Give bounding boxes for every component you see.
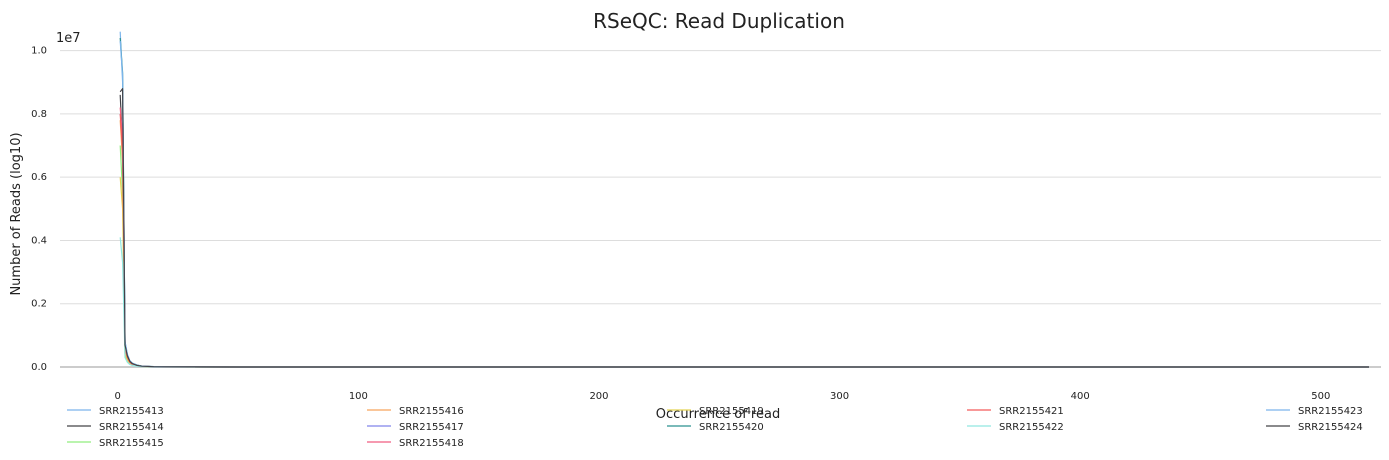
legend-label: SRR2155422 <box>999 422 1064 433</box>
legend-item[interactable]: SRR2155415 <box>67 438 164 449</box>
x-axis-label: Occurrence of read <box>656 407 780 422</box>
x-axis-ticks: 0 100 200 300 400 500 <box>115 391 1331 402</box>
series-line <box>119 120 1369 368</box>
legend-item[interactable]: SRR2155420 <box>667 422 764 433</box>
y-tick-label: 0.6 <box>31 172 47 183</box>
legend-label: SRR2155413 <box>99 406 164 417</box>
y-tick-label: 1.0 <box>31 46 47 57</box>
legend-item[interactable]: SRR2155422 <box>967 422 1064 433</box>
legend-item[interactable]: SRR2155414 <box>67 422 164 433</box>
series-line <box>119 107 1369 368</box>
legend-item[interactable]: SRR2155421 <box>967 406 1064 417</box>
series-line <box>119 41 1369 368</box>
legend-item[interactable]: SRR2155419 <box>667 406 764 417</box>
series-line <box>119 94 1369 368</box>
legend-label: SRR2155423 <box>1298 406 1363 417</box>
x-tick-label: 0 <box>115 391 121 402</box>
y-axis-ticks: 0.0 0.2 0.4 0.6 0.8 1.0 <box>31 46 47 373</box>
series-lines <box>119 31 1369 368</box>
legend-label: SRR2155416 <box>399 406 464 417</box>
x-tick-label: 500 <box>1311 391 1330 402</box>
x-tick-label: 400 <box>1071 391 1090 402</box>
legend[interactable]: SRR2155413 SRR2155414 SRR2155415 SRR2155416… <box>67 406 1363 449</box>
y-tick-label: 0.8 <box>31 109 47 120</box>
y-tick-label: 0.4 <box>31 235 47 246</box>
series-line <box>119 177 1369 368</box>
legend-label: SRR2155420 <box>699 422 764 433</box>
legend-label: SRR2155424 <box>1298 422 1363 433</box>
series-line <box>119 237 1369 368</box>
x-tick-label: 200 <box>589 391 608 402</box>
legend-label: SRR2155421 <box>999 406 1064 417</box>
legend-label: SRR2155414 <box>99 422 164 433</box>
y-axis-multiplier: 1e7 <box>56 31 81 46</box>
series-line <box>119 145 1369 368</box>
series-line <box>119 31 1369 368</box>
legend-label: SRR2155417 <box>399 422 464 433</box>
chart-title: RSeQC: Read Duplication <box>593 9 845 33</box>
legend-item[interactable]: SRR2155424 <box>1266 422 1363 433</box>
y-axis-label: Number of Reads (log10) <box>9 132 24 295</box>
y-tick-label: 0.0 <box>31 362 47 373</box>
x-tick-label: 300 <box>830 391 849 402</box>
legend-item[interactable]: SRR2155423 <box>1266 406 1363 417</box>
series-line <box>119 87 1369 368</box>
legend-item[interactable]: SRR2155413 <box>67 406 164 417</box>
gridlines <box>60 50 1381 305</box>
legend-item[interactable]: SRR2155416 <box>367 406 464 417</box>
series-line <box>119 37 1369 368</box>
legend-label: SRR2155415 <box>99 438 164 449</box>
y-tick-label: 0.2 <box>31 299 47 310</box>
x-tick-label: 100 <box>349 391 368 402</box>
legend-label: SRR2155419 <box>699 406 764 417</box>
legend-label: SRR2155418 <box>399 438 464 449</box>
legend-item[interactable]: SRR2155417 <box>367 422 464 433</box>
legend-item[interactable]: SRR2155418 <box>367 438 464 449</box>
